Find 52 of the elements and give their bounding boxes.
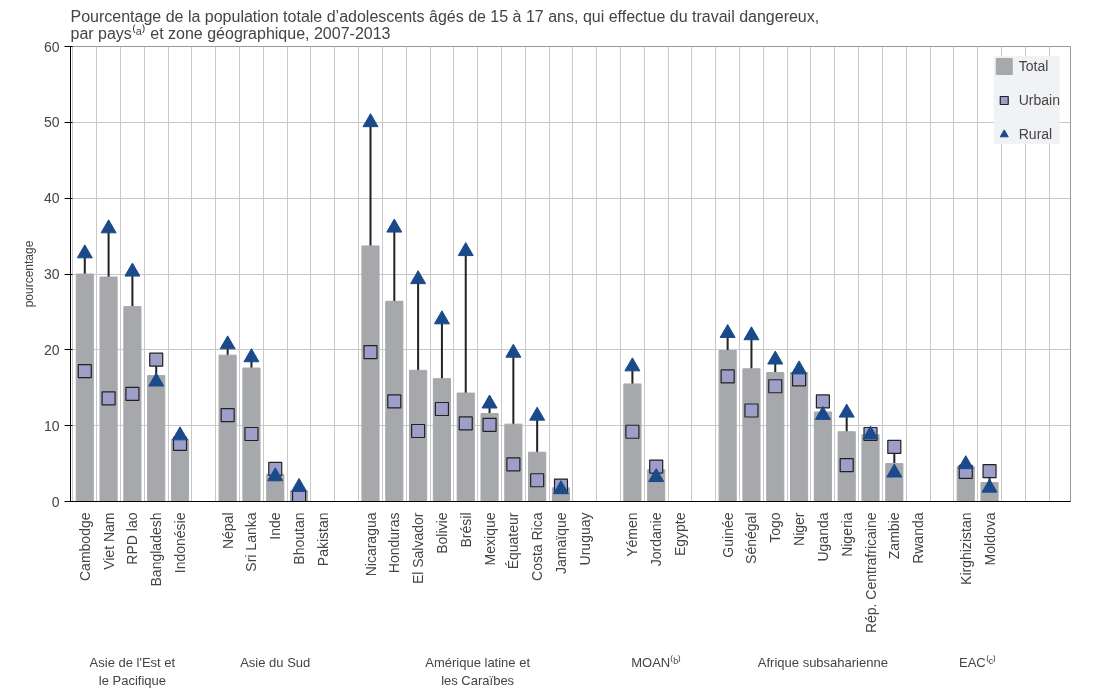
y-tick-label: 50 <box>43 114 60 131</box>
x-tick-label: Pakistan <box>314 512 331 567</box>
legend-label: Rural <box>1018 126 1053 142</box>
x-tick-label: Viet Nam <box>100 512 117 570</box>
y-tick-label: 40 <box>43 190 60 207</box>
x-tick-label: Indonésie <box>172 512 189 574</box>
text: Amérique latine et les Caraïbes <box>425 654 531 688</box>
x-tick-label: Mexique <box>481 512 498 566</box>
x-tick-label: Costa Rica <box>529 512 546 581</box>
x-tick-label: Jamaïque <box>552 512 569 574</box>
x-tick-label: Guinée <box>719 512 736 558</box>
x-tick-label: Bolivie <box>433 512 450 554</box>
x-tick-label: Honduras <box>386 512 403 574</box>
chart-title: Pourcentage de la population totale d’adolescents âgés de 15 à 17 ans, qui effectue du travail dangereux, par pays⁽ᵃ⁾ et zone géographique, 2007-2013 <box>70 7 820 42</box>
x-tick-label: Cambodge <box>76 512 93 581</box>
x-tick-label: RPD lao <box>124 512 141 565</box>
y-tick-label: 0 <box>51 493 60 510</box>
x-tick-label: Niger <box>791 512 808 546</box>
x-tick-label: El Salvador <box>410 512 427 585</box>
text: Asie de l'Est et le Pacifique <box>89 654 176 688</box>
y-axis-title: pourcentage <box>21 240 36 308</box>
x-tick-label: Nicaragua <box>362 512 379 577</box>
x-tick-label: Yémen <box>624 512 641 557</box>
text: EAC⁽ᶜ⁾ <box>958 654 997 670</box>
text: MOAN⁽ᵇ⁾ <box>631 654 682 670</box>
x-tick-label: Inde <box>267 512 284 540</box>
x-tick-label: Uganda <box>814 512 831 562</box>
legend-label: Urbain <box>1018 92 1060 108</box>
x-tick-label: Uruguay <box>576 512 593 566</box>
x-tick-label: Nigeria <box>838 512 855 557</box>
x-tick-label: Rwanda <box>910 512 927 564</box>
text: Afrique subsaharienne <box>757 654 888 670</box>
x-tick-label: Togo <box>767 512 784 543</box>
x-tick-label: Zambie <box>886 512 903 560</box>
x-tick-label: Egypte <box>672 512 689 557</box>
x-tick-label: Bangladesh <box>148 512 165 587</box>
y-tick-label: 10 <box>43 417 60 434</box>
x-tick-label: Népal <box>219 512 236 550</box>
x-tick-label: Sri Lanka <box>243 512 260 572</box>
x-tick-label: Équateur <box>505 512 522 570</box>
x-tick-label: Moldova <box>981 512 998 566</box>
legend-label: Total <box>1018 58 1049 74</box>
y-tick-label: 30 <box>43 266 60 282</box>
x-tick-label: Brésil <box>457 512 474 548</box>
y-tick-label: 60 <box>43 38 60 55</box>
x-tick-label: Jordanie <box>648 512 665 567</box>
y-tick-label: 20 <box>43 341 60 358</box>
x-tick-label: Bhoutan <box>291 512 308 565</box>
text: Asie du Sud <box>240 654 311 670</box>
x-tick-label: Rép. Centrafricaine <box>862 512 879 634</box>
x-tick-label: Sénégal <box>743 512 760 564</box>
x-tick-label: Kirghizistan <box>957 512 974 585</box>
